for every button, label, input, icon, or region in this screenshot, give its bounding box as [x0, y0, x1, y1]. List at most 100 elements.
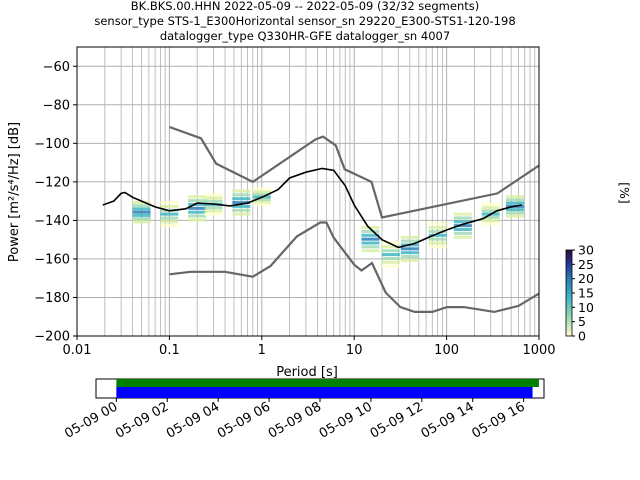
- x-tick-label: 0.1: [159, 343, 180, 358]
- y-tick-label: −60: [43, 60, 70, 75]
- density-cell: [428, 241, 447, 245]
- density-cell: [188, 206, 207, 210]
- density-cell: [400, 258, 419, 262]
- density-cell: [361, 249, 380, 253]
- density-cell: [361, 229, 380, 233]
- density-cell: [428, 222, 447, 226]
- density-cell: [232, 204, 251, 208]
- timeline-tick-label: 05-09 12: [368, 399, 426, 441]
- density-cell: [506, 198, 525, 202]
- density-cell: [204, 193, 223, 197]
- density-cell: [428, 233, 447, 237]
- colorbar-tick-label: 15: [578, 286, 594, 301]
- y-tick-label: −180: [34, 291, 70, 306]
- chart-title: BK.BKS.00.HHN 2022-05-09 -- 2022-05-09 (…: [94, 0, 515, 43]
- density-cell: [160, 224, 179, 228]
- title-line-1: BK.BKS.00.HHN 2022-05-09 -- 2022-05-09 (…: [131, 0, 479, 13]
- density-cell: [428, 245, 447, 249]
- colorbar-tick-label: 0: [578, 329, 586, 344]
- density-cell: [160, 216, 179, 220]
- density-cell: [188, 214, 207, 218]
- density-cell: [506, 208, 525, 212]
- mode-curve: [102, 167, 522, 249]
- density-cell: [252, 190, 271, 194]
- x-tick-label: 0.01: [63, 343, 92, 358]
- density-cell: [428, 229, 447, 233]
- density-cell: [204, 196, 223, 200]
- x-axis-ticks: 0.01 0.1 1 10 100 1000: [63, 336, 556, 358]
- density-cell: [428, 237, 447, 241]
- plot-frame: [76, 46, 540, 337]
- x-tick-label: 1000: [522, 343, 555, 358]
- timeline-tick-label: 05-09 10: [317, 399, 375, 441]
- density-cell: [428, 226, 447, 230]
- density-cell: [453, 224, 472, 228]
- y-tick-label: −80: [43, 98, 70, 113]
- density-cell: [204, 209, 223, 213]
- y-axis-label: Power [m²/s⁴/Hz] [dB]: [7, 122, 22, 262]
- density-cell: [232, 201, 251, 205]
- density-cell: [400, 247, 419, 251]
- density-cell: [506, 214, 525, 218]
- y-tick-label: −120: [34, 175, 70, 190]
- density-cell: [160, 220, 179, 224]
- density-cell: [381, 253, 400, 257]
- y-tick-label: −140: [34, 214, 70, 229]
- timeline-tick-label: 05-09 04: [164, 399, 222, 441]
- density-cell: [132, 217, 151, 221]
- density-cell: [400, 251, 419, 255]
- y-tick-label: −160: [34, 252, 70, 267]
- timeline-green-bar: [116, 379, 539, 387]
- density-cell: [481, 209, 500, 213]
- density-cell: [232, 197, 251, 201]
- x-tick-label: 10: [346, 343, 363, 358]
- density-cell: [361, 237, 380, 241]
- title-line-3: datalogger_type Q330HR-GFE datalogger_sn…: [160, 29, 450, 43]
- colorbar-tick-label: 25: [578, 257, 594, 272]
- density-cell: [506, 211, 525, 215]
- y-axis-ticks: −60 −80 −100 −120 −140 −160 −180 −200: [34, 60, 77, 345]
- density-cell: [188, 195, 207, 199]
- density-cell: [232, 189, 251, 193]
- density-cell: [188, 202, 207, 206]
- density-cell: [160, 212, 179, 216]
- density-cell: [481, 215, 500, 219]
- timeline-tick-label: 05-09 02: [113, 399, 171, 441]
- density-cell: [132, 213, 151, 217]
- density-cell: [232, 193, 251, 197]
- density-cell: [453, 212, 472, 216]
- timeline-blue-bar: [116, 387, 533, 398]
- density-cell: [252, 200, 271, 204]
- density-cell: [381, 264, 400, 268]
- density-cell: [453, 216, 472, 220]
- colorbar-tick-label: 30: [578, 243, 594, 258]
- density-cell: [132, 207, 151, 211]
- density-cell: [160, 204, 179, 208]
- density-cell: [381, 245, 400, 249]
- plot-area: [77, 47, 539, 336]
- y-tick-label: −100: [34, 137, 70, 152]
- density-cell: [381, 256, 400, 260]
- density-cell: [481, 222, 500, 226]
- density-cell: [252, 197, 271, 201]
- timeline-tick-label: 05-09 00: [62, 399, 120, 441]
- density-cell: [204, 199, 223, 203]
- density-cell: [204, 212, 223, 216]
- grid-lines: [76, 47, 539, 337]
- noise-model-low: [169, 221, 540, 314]
- timeline-tick-label: 05-09 08: [266, 399, 324, 441]
- density-cell: [361, 233, 380, 237]
- density-cell: [453, 220, 472, 224]
- timeline-tick-label: 05-09 14: [419, 399, 477, 441]
- density-cell: [400, 239, 419, 243]
- density-cell: [160, 201, 179, 205]
- density-cell: [204, 206, 223, 210]
- density-cell: [361, 241, 380, 245]
- density-cell: [132, 220, 151, 224]
- colorbar-tick-label: 10: [578, 300, 594, 315]
- density-cell: [188, 210, 207, 214]
- density-cell: [188, 218, 207, 222]
- density-cell: [232, 208, 251, 212]
